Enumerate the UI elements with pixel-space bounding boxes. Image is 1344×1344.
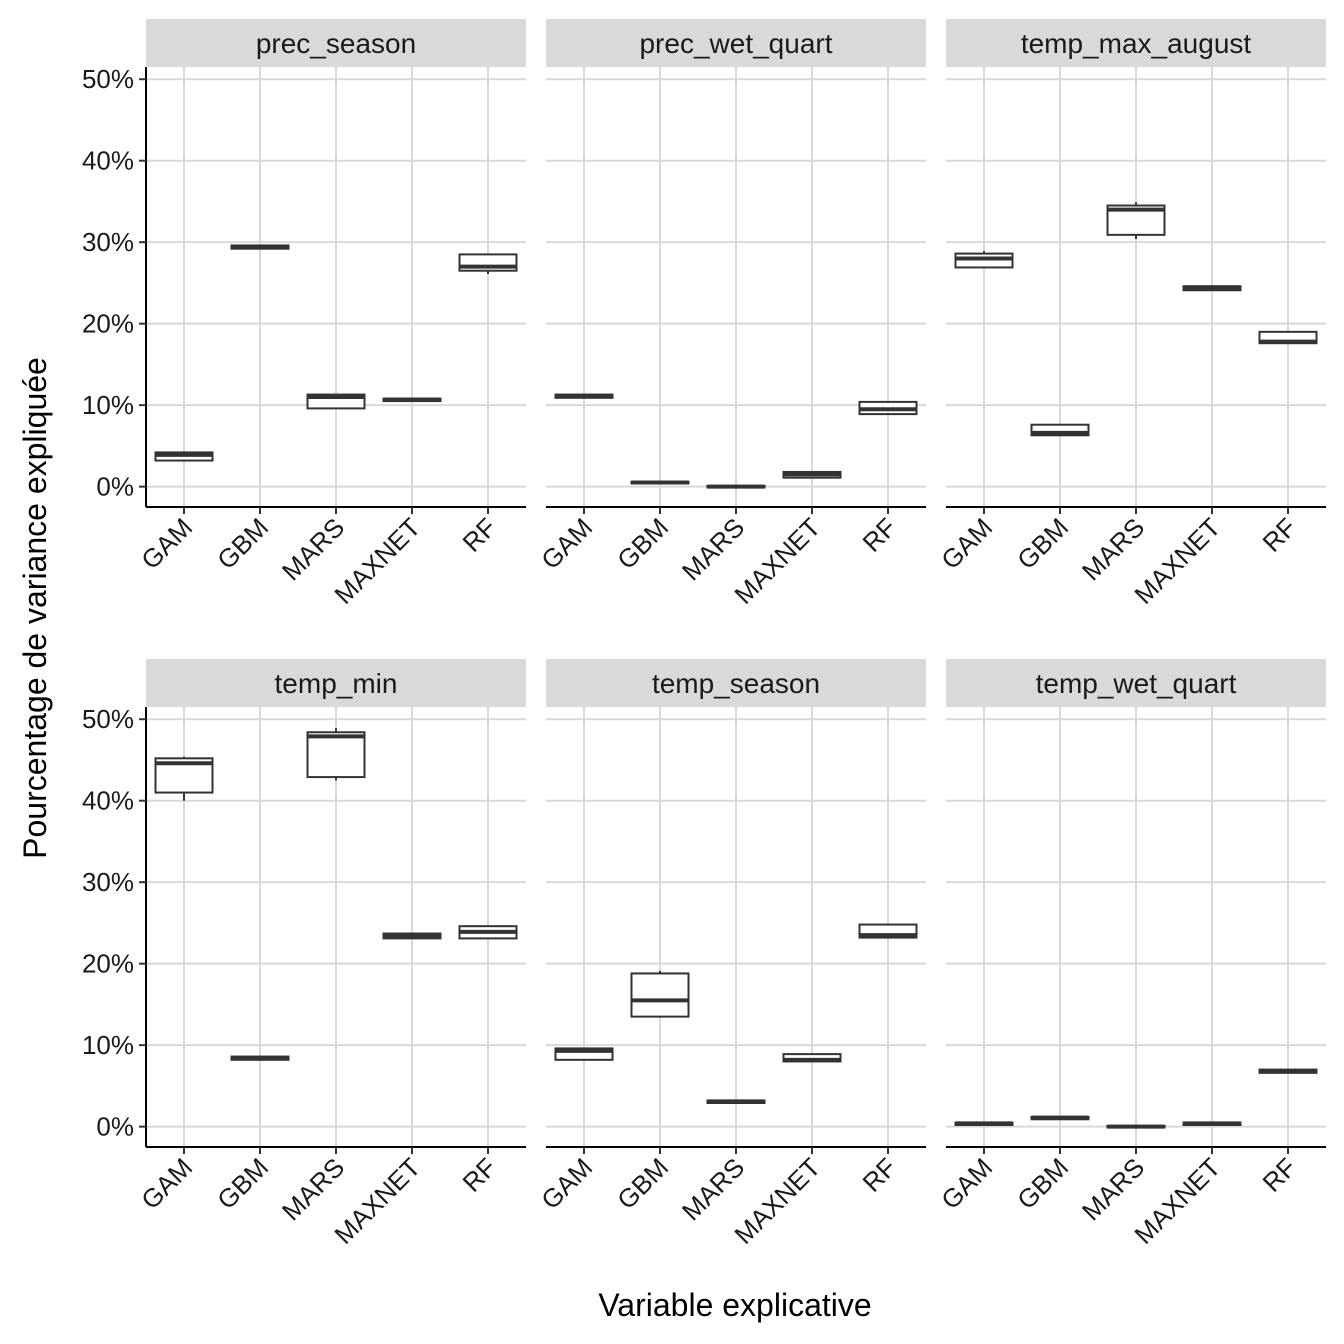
box-mars: [1106, 202, 1166, 239]
box-gbm: [630, 480, 690, 485]
x-tick-label: GAM: [135, 1152, 198, 1215]
x-tick-label: GBM: [211, 1152, 274, 1215]
y-tick-label: 0%: [96, 1112, 134, 1142]
box-gbm: [230, 244, 290, 250]
box-body: [306, 731, 366, 779]
facet-strip: [146, 659, 526, 707]
x-tick-label: GBM: [611, 1152, 674, 1215]
facet-strip-label: temp_wet_quart: [1036, 668, 1237, 699]
x-tick-label: MARS: [676, 512, 750, 586]
x-tick-label: RF: [857, 512, 903, 558]
x-axis-title: Variable explicative: [598, 1287, 871, 1323]
x-tick-label: GBM: [211, 512, 274, 575]
box-mars: [1106, 1124, 1166, 1129]
x-tick-label: MARS: [1076, 1152, 1150, 1226]
x-tick-label: RF: [457, 1152, 503, 1198]
facet-strip: [546, 659, 926, 707]
y-tick-label: 0%: [96, 472, 134, 502]
box-gbm: [1030, 423, 1090, 437]
box-gam: [154, 451, 214, 462]
box-mars: [706, 484, 766, 489]
x-tick-label: GAM: [135, 512, 198, 575]
box-maxnet: [382, 397, 442, 403]
box-body: [1030, 423, 1090, 437]
x-tick-label: MARS: [676, 1152, 750, 1226]
box-maxnet: [1182, 285, 1242, 292]
box-rf: [1258, 330, 1318, 345]
y-tick-label: 20%: [82, 309, 134, 339]
facet-strip-label: temp_season: [652, 668, 820, 699]
facet-strip-label: temp_max_august: [1021, 28, 1252, 59]
box-body: [554, 1047, 614, 1061]
box-maxnet: [782, 1053, 842, 1063]
box-mars: [306, 728, 366, 781]
y-tick-label: 50%: [82, 64, 134, 94]
box-rf: [458, 253, 518, 274]
y-tick-label: 40%: [82, 786, 134, 816]
y-tick-label: 10%: [82, 1030, 134, 1060]
x-tick-label: RF: [1257, 1152, 1303, 1198]
y-tick-label: 40%: [82, 146, 134, 176]
y-tick-label: 50%: [82, 704, 134, 734]
box-rf: [458, 925, 518, 940]
facet-strip-label: prec_season: [256, 28, 416, 59]
facet-strip: [146, 19, 526, 67]
facet-strip: [946, 659, 1326, 707]
box-mars: [706, 1099, 766, 1104]
box-maxnet: [1182, 1121, 1242, 1126]
facet-strip-label: prec_wet_quart: [639, 28, 832, 59]
y-axis-title: Pourcentage de variance expliquée: [17, 357, 53, 859]
x-tick-label: RF: [857, 1152, 903, 1198]
x-tick-label: GBM: [1011, 1152, 1074, 1215]
x-tick-label: GBM: [611, 512, 674, 575]
y-tick-label: 20%: [82, 949, 134, 979]
box-gam: [554, 1047, 614, 1061]
y-tick-label: 10%: [82, 390, 134, 420]
x-tick-label: MARS: [276, 512, 350, 586]
box-rf: [1258, 1068, 1318, 1074]
box-gbm: [230, 1055, 290, 1061]
box-gam: [954, 251, 1014, 269]
x-tick-label: RF: [457, 512, 503, 558]
x-tick-label: RF: [1257, 512, 1303, 558]
y-tick-label: 30%: [82, 867, 134, 897]
box-gbm: [1030, 1115, 1090, 1121]
x-tick-label: MARS: [1076, 512, 1150, 586]
box-rf: [858, 400, 918, 416]
facet-strip: [946, 19, 1326, 67]
box-maxnet: [382, 932, 442, 940]
box-body: [630, 972, 690, 1018]
x-tick-label: GAM: [935, 512, 998, 575]
box-gbm: [630, 971, 690, 1018]
box-mars: [306, 393, 366, 410]
box-gam: [554, 393, 614, 399]
box-body: [954, 252, 1014, 269]
x-tick-label: GAM: [535, 512, 598, 575]
y-tick-label: 30%: [82, 227, 134, 257]
box-rf: [858, 923, 918, 939]
box-maxnet: [782, 470, 842, 479]
box-gam: [954, 1121, 1014, 1126]
facet-strip-label: temp_min: [275, 668, 398, 699]
x-tick-label: MARS: [276, 1152, 350, 1226]
x-tick-label: GAM: [535, 1152, 598, 1215]
box-gam: [154, 756, 214, 801]
facet-strip: [546, 19, 926, 67]
x-tick-label: GBM: [1011, 512, 1074, 575]
x-tick-label: GAM: [935, 1152, 998, 1215]
